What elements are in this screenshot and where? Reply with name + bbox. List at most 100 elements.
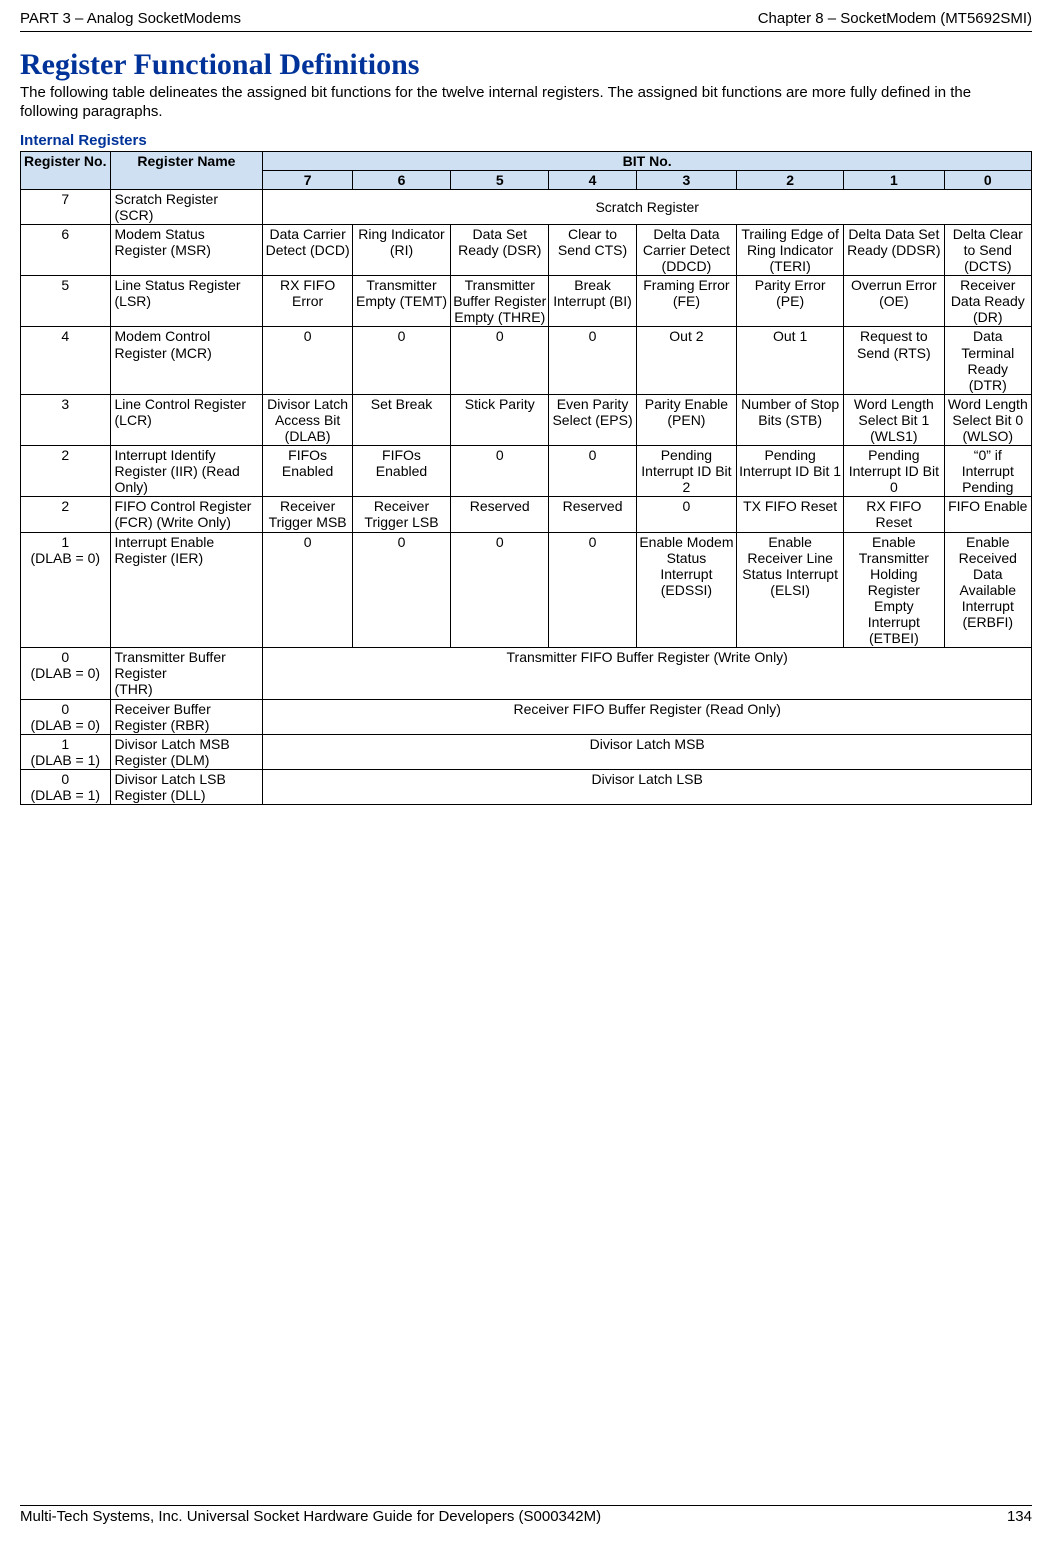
cell-register-no: 7 [21, 189, 111, 224]
cell-bit-4: 0 [549, 446, 636, 497]
cell-span-all: Scratch Register [263, 189, 1032, 224]
col-bit-2: 2 [737, 170, 844, 189]
cell-bit-0: Data Terminal Ready (DTR) [944, 327, 1031, 394]
col-bit-7: 7 [263, 170, 353, 189]
cell-bit-4: 0 [549, 327, 636, 394]
cell-bit-3: Enable Modem Status Interrupt (EDSSI) [636, 532, 736, 648]
cell-bit-0: Receiver Data Ready (DR) [944, 276, 1031, 327]
cell-bit-0: FIFO Enable [944, 497, 1031, 532]
table-row: 1(DLAB = 1)Divisor Latch MSB Register (D… [21, 734, 1032, 769]
cell-register-name: Scratch Register (SCR) [110, 189, 263, 224]
cell-bit-3: Parity Enable (PEN) [636, 394, 736, 445]
header-right: Chapter 8 – SocketModem (MT5692SMI) [758, 10, 1032, 27]
cell-register-name: Interrupt Enable Register (IER) [110, 532, 263, 648]
cell-bit-7: Receiver Trigger MSB [263, 497, 353, 532]
cell-bit-5: Stick Parity [451, 394, 549, 445]
cell-bit-2: Pending Interrupt ID Bit 1 [737, 446, 844, 497]
cell-bit-3: Out 2 [636, 327, 736, 394]
cell-span-all: Receiver FIFO Buffer Register (Read Only… [263, 699, 1032, 734]
cell-register-no: 2 [21, 446, 111, 497]
cell-span-all: Transmitter FIFO Buffer Register (Write … [263, 648, 1032, 699]
cell-bit-1: Request to Send (RTS) [844, 327, 944, 394]
table-row: 2Interrupt Identify Register (IIR) (Read… [21, 446, 1032, 497]
cell-bit-6: 0 [352, 327, 450, 394]
table-row: 7Scratch Register (SCR)Scratch Register [21, 189, 1032, 224]
cell-bit-1: Delta Data Set Ready (DDSR) [844, 224, 944, 275]
cell-bit-7: RX FIFO Error [263, 276, 353, 327]
col-bit-0: 0 [944, 170, 1031, 189]
table-row: 5Line Status Register (LSR)RX FIFO Error… [21, 276, 1032, 327]
table-row: 4Modem Control Register (MCR)0000Out 2Ou… [21, 327, 1032, 394]
cell-register-name: Line Status Register (LSR) [110, 276, 263, 327]
cell-bit-4: Reserved [549, 497, 636, 532]
header-rule [20, 31, 1032, 32]
col-bit-5: 5 [451, 170, 549, 189]
cell-register-no: 5 [21, 276, 111, 327]
cell-register-name: Receiver Buffer Register (RBR) [110, 699, 263, 734]
table-row: 0(DLAB = 0)Receiver Buffer Register (RBR… [21, 699, 1032, 734]
cell-bit-1: Pending Interrupt ID Bit 0 [844, 446, 944, 497]
table-row: 6Modem Status Register (MSR)Data Carrier… [21, 224, 1032, 275]
cell-bit-5: Data Set Ready (DSR) [451, 224, 549, 275]
cell-span-all: Divisor Latch LSB [263, 769, 1032, 804]
cell-bit-7: Divisor Latch Access Bit (DLAB) [263, 394, 353, 445]
cell-bit-6: Transmitter Empty (TEMT) [352, 276, 450, 327]
cell-bit-0: Word Length Select Bit 0 (WLSO) [944, 394, 1031, 445]
cell-register-no: 2 [21, 497, 111, 532]
table-body: 7Scratch Register (SCR)Scratch Register6… [21, 189, 1032, 804]
cell-bit-4: 0 [549, 532, 636, 648]
footer-rule [20, 1505, 1032, 1506]
cell-bit-5: 0 [451, 446, 549, 497]
cell-bit-6: FIFOs Enabled [352, 446, 450, 497]
cell-bit-2: Out 1 [737, 327, 844, 394]
cell-bit-4: Clear to Send CTS) [549, 224, 636, 275]
table-row: 0(DLAB = 1)Divisor Latch LSB Register (D… [21, 769, 1032, 804]
page: PART 3 – Analog SocketModems Chapter 8 –… [0, 0, 1052, 1541]
table-row: 2FIFO Control Register (FCR) (Write Only… [21, 497, 1032, 532]
cell-bit-1: RX FIFO Reset [844, 497, 944, 532]
cell-bit-6: Set Break [352, 394, 450, 445]
table-header-row-1: Register No. Register Name BIT No. [21, 151, 1032, 170]
cell-register-no: 3 [21, 394, 111, 445]
cell-bit-1: Enable Transmitter Holding Register Empt… [844, 532, 944, 648]
cell-bit-0: Delta Clear to Send (DCTS) [944, 224, 1031, 275]
intro-paragraph: The following table delineates the assig… [20, 84, 1032, 122]
cell-bit-2: Parity Error (PE) [737, 276, 844, 327]
table-caption: Internal Registers [20, 132, 1032, 149]
cell-bit-6: Ring Indicator (RI) [352, 224, 450, 275]
header-left: PART 3 – Analog SocketModems [20, 10, 241, 27]
cell-bit-3: 0 [636, 497, 736, 532]
footer-left: Multi-Tech Systems, Inc. Universal Socke… [20, 1508, 601, 1525]
cell-bit-2: Enable Receiver Line Status Interrupt (E… [737, 532, 844, 648]
cell-bit-3: Pending Interrupt ID Bit 2 [636, 446, 736, 497]
cell-register-name: Line Control Register (LCR) [110, 394, 263, 445]
col-bit-6: 6 [352, 170, 450, 189]
table-row: 1(DLAB = 0)Interrupt Enable Register (IE… [21, 532, 1032, 648]
cell-bit-5: 0 [451, 327, 549, 394]
cell-register-no: 0(DLAB = 0) [21, 648, 111, 699]
cell-bit-5: Transmitter Buffer Register Empty (THRE) [451, 276, 549, 327]
cell-register-name: Divisor Latch LSB Register (DLL) [110, 769, 263, 804]
page-title: Register Functional Definitions [20, 48, 1032, 82]
cell-register-name: Divisor Latch MSB Register (DLM) [110, 734, 263, 769]
table-row: 0(DLAB = 0)Transmitter Buffer Register(T… [21, 648, 1032, 699]
cell-bit-7: 0 [263, 532, 353, 648]
col-bit-no: BIT No. [263, 151, 1032, 170]
cell-bit-6: 0 [352, 532, 450, 648]
col-register-no: Register No. [21, 151, 111, 189]
footer-right: 134 [1007, 1508, 1032, 1525]
cell-register-no: 0(DLAB = 0) [21, 699, 111, 734]
register-table: Register No. Register Name BIT No. 76543… [20, 151, 1032, 806]
cell-bit-4: Break Interrupt (BI) [549, 276, 636, 327]
col-bit-1: 1 [844, 170, 944, 189]
page-footer: Multi-Tech Systems, Inc. Universal Socke… [20, 1505, 1032, 1525]
cell-register-no: 4 [21, 327, 111, 394]
cell-bit-7: 0 [263, 327, 353, 394]
cell-bit-6: Receiver Trigger LSB [352, 497, 450, 532]
cell-bit-1: Overrun Error (OE) [844, 276, 944, 327]
cell-register-no: 1(DLAB = 1) [21, 734, 111, 769]
cell-register-name: Transmitter Buffer Register(THR) [110, 648, 263, 699]
col-bit-4: 4 [549, 170, 636, 189]
col-register-name: Register Name [110, 151, 263, 189]
cell-bit-5: 0 [451, 532, 549, 648]
